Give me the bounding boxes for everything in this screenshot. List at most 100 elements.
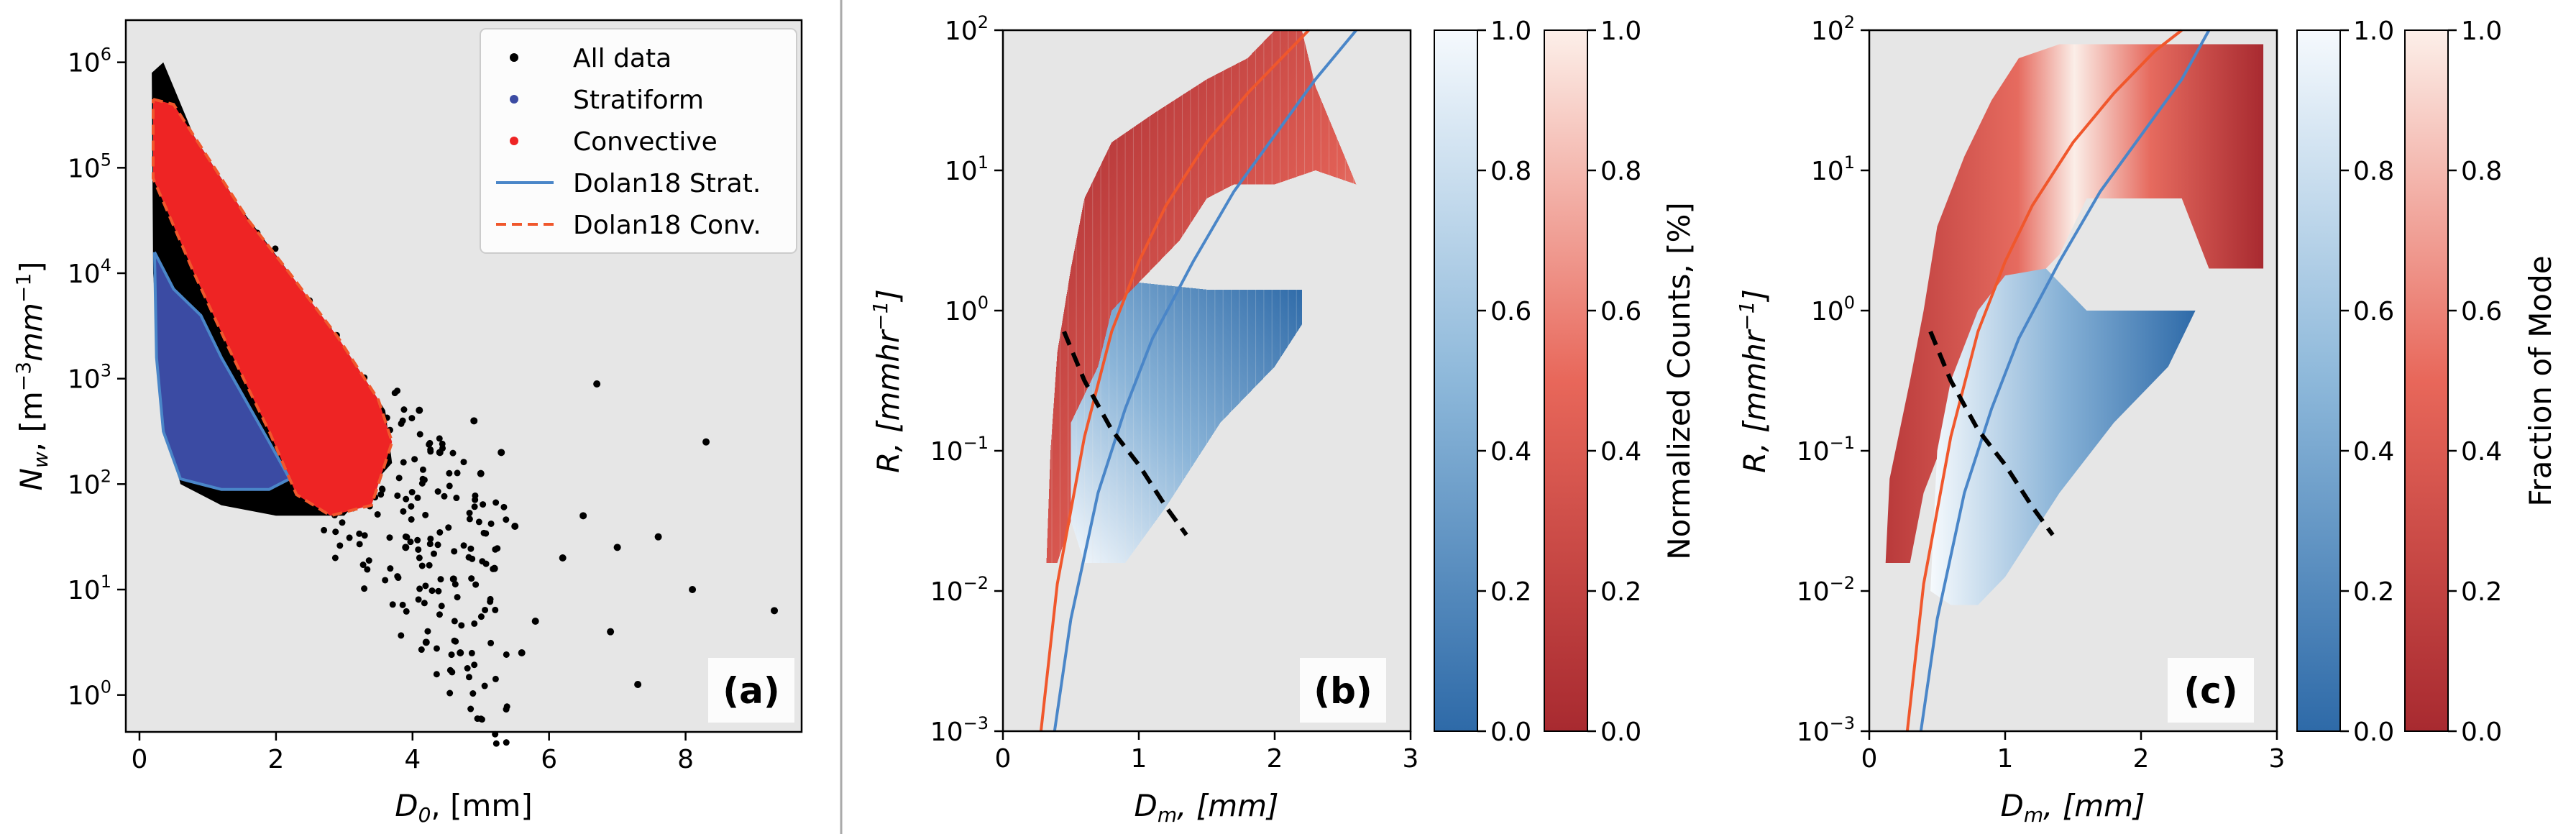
panel-c: 0 1 2 3 10−3 10−2 10−1 100 101 102 (c) Dm, [mm] R… [1735,12,2558,827]
all-data-point [387,565,394,572]
all-data-point [436,528,444,536]
panel-c-colorbar-blue: 0.0 0.2 0.4 0.6 0.8 1.0 [2296,17,2394,747]
all-data-point [400,459,407,466]
colorbar-tick-label: 0.0 [2353,718,2394,747]
all-data-point [435,587,442,595]
all-data-point [416,554,423,562]
all-data-point [361,585,368,592]
colorbar-tick-label: 0.4 [2353,437,2394,467]
all-data-point [415,596,422,603]
panel-a-ylabel: Nw, [m−3mm−1] [12,261,52,490]
all-data-point [394,388,401,395]
all-data-point [422,582,429,590]
all-data-point [451,618,458,625]
all-data-point [511,523,519,530]
colorbar-tick-label: 0.8 [2353,157,2394,186]
y-tick-label: 10−3 [1797,713,1855,747]
all-data-point [394,492,401,499]
all-data-point [448,651,455,659]
colorbar-tick-label: 0.2 [2461,577,2502,607]
all-data-point [422,638,430,646]
colorbar-tick-label: 0.4 [2461,437,2502,467]
colorbar-blue-b [1434,29,1478,732]
all-data-point [436,435,443,442]
all-data-point [395,574,402,582]
colorbar-tick-label: 0.0 [2461,718,2502,747]
all-data-point [428,587,436,595]
dashed-black-line [1928,331,2055,536]
all-data-point [490,564,498,572]
all-data-point [274,487,281,494]
panel-b-axes-frame [1001,29,1412,733]
all-data-point [457,649,464,656]
colorbar-tick-label: 0.2 [1600,577,1641,607]
all-data-point [426,439,434,446]
all-data-point [449,669,456,676]
colorbar-tick-label: 0.6 [2353,297,2394,326]
all-data-point [503,706,510,713]
all-data-point [458,622,465,629]
all-data-point [422,511,429,518]
panel-a-ticks: 0 2 4 6 8 100 101 102 103 104 105 106 [68,45,694,774]
convective-fit-curve [1905,29,2183,732]
y-tick-label: 102 [1811,12,1855,46]
panel-c-xlabel: Dm, [mm] [2001,788,2145,827]
all-data-point [503,516,510,523]
all-data-point [472,492,479,499]
all-data-point [466,510,473,517]
all-data-point [416,406,423,414]
x-tick-label: 0 [1861,744,1878,774]
stratiform-heatmap-region [1071,283,1302,563]
colorbar-blue-c [2296,29,2341,732]
panel-b-ylabel: R, [mmhr−1] [868,289,906,473]
all-data-point [377,491,385,498]
all-data-point [414,536,421,544]
all-data-point [407,539,414,546]
all-data-point [471,503,478,510]
all-data-point [480,529,487,536]
legend-box [480,28,797,254]
all-data-point [480,501,487,508]
y-tick-label: 101 [68,572,111,605]
all-data-point [460,542,467,549]
legend: All data Stratiform Convective Dolan18 S… [480,28,797,254]
all-data-point [418,646,425,654]
all-data-point [487,639,495,646]
y-tick-label: 10−2 [930,573,989,607]
x-tick-label: 2 [267,745,284,774]
all-data-point [475,518,482,526]
colorbar-b-label: Normalized Counts, [%] [1661,202,1697,560]
legend-marker-all-data [510,53,518,62]
all-data-point [468,649,475,656]
colorbar-red-b [1544,29,1588,732]
legend-label-all-data: All data [573,44,671,73]
colorbar-red-c-ticks: 0.0 0.2 0.4 0.6 0.8 1.0 [2448,17,2502,747]
panel-b-label: (b) [1314,670,1372,712]
all-data-point [503,739,510,746]
all-data-point [398,632,405,639]
all-data-point [446,469,453,477]
all-data-point [579,512,587,520]
colorbar-tick-label: 0.0 [1490,718,1531,747]
colorbar-red-c [2404,29,2449,732]
all-data-point [771,607,779,615]
all-data-point [398,420,405,427]
all-data-point [634,681,642,688]
all-data-point [492,546,499,553]
all-data-point [359,562,367,569]
all-data-point [500,503,508,510]
all-data-point [421,600,428,607]
all-data-point [424,628,431,635]
all-data-point [466,515,473,523]
panel-c-colorbar-red: 0.0 0.2 0.4 0.6 0.8 1.0 [2404,17,2502,747]
all-data-point [479,558,486,565]
legend-label-convective: Convective [573,127,718,157]
colorbar-tick-label: 0.8 [2461,157,2502,186]
panel-a-label: (a) [723,670,779,712]
y-tick-label: 10−2 [1797,573,1855,607]
panel-c-ticks: 0 1 2 3 10−3 10−2 10−1 100 101 102 [1797,12,2286,774]
all-data-point [477,613,485,620]
all-data-point [427,535,434,542]
panel-b-ticks: 0 1 2 3 10−3 10−2 10−1 100 101 102 [930,12,1419,774]
stratiform-fit-curve [1053,29,1357,732]
